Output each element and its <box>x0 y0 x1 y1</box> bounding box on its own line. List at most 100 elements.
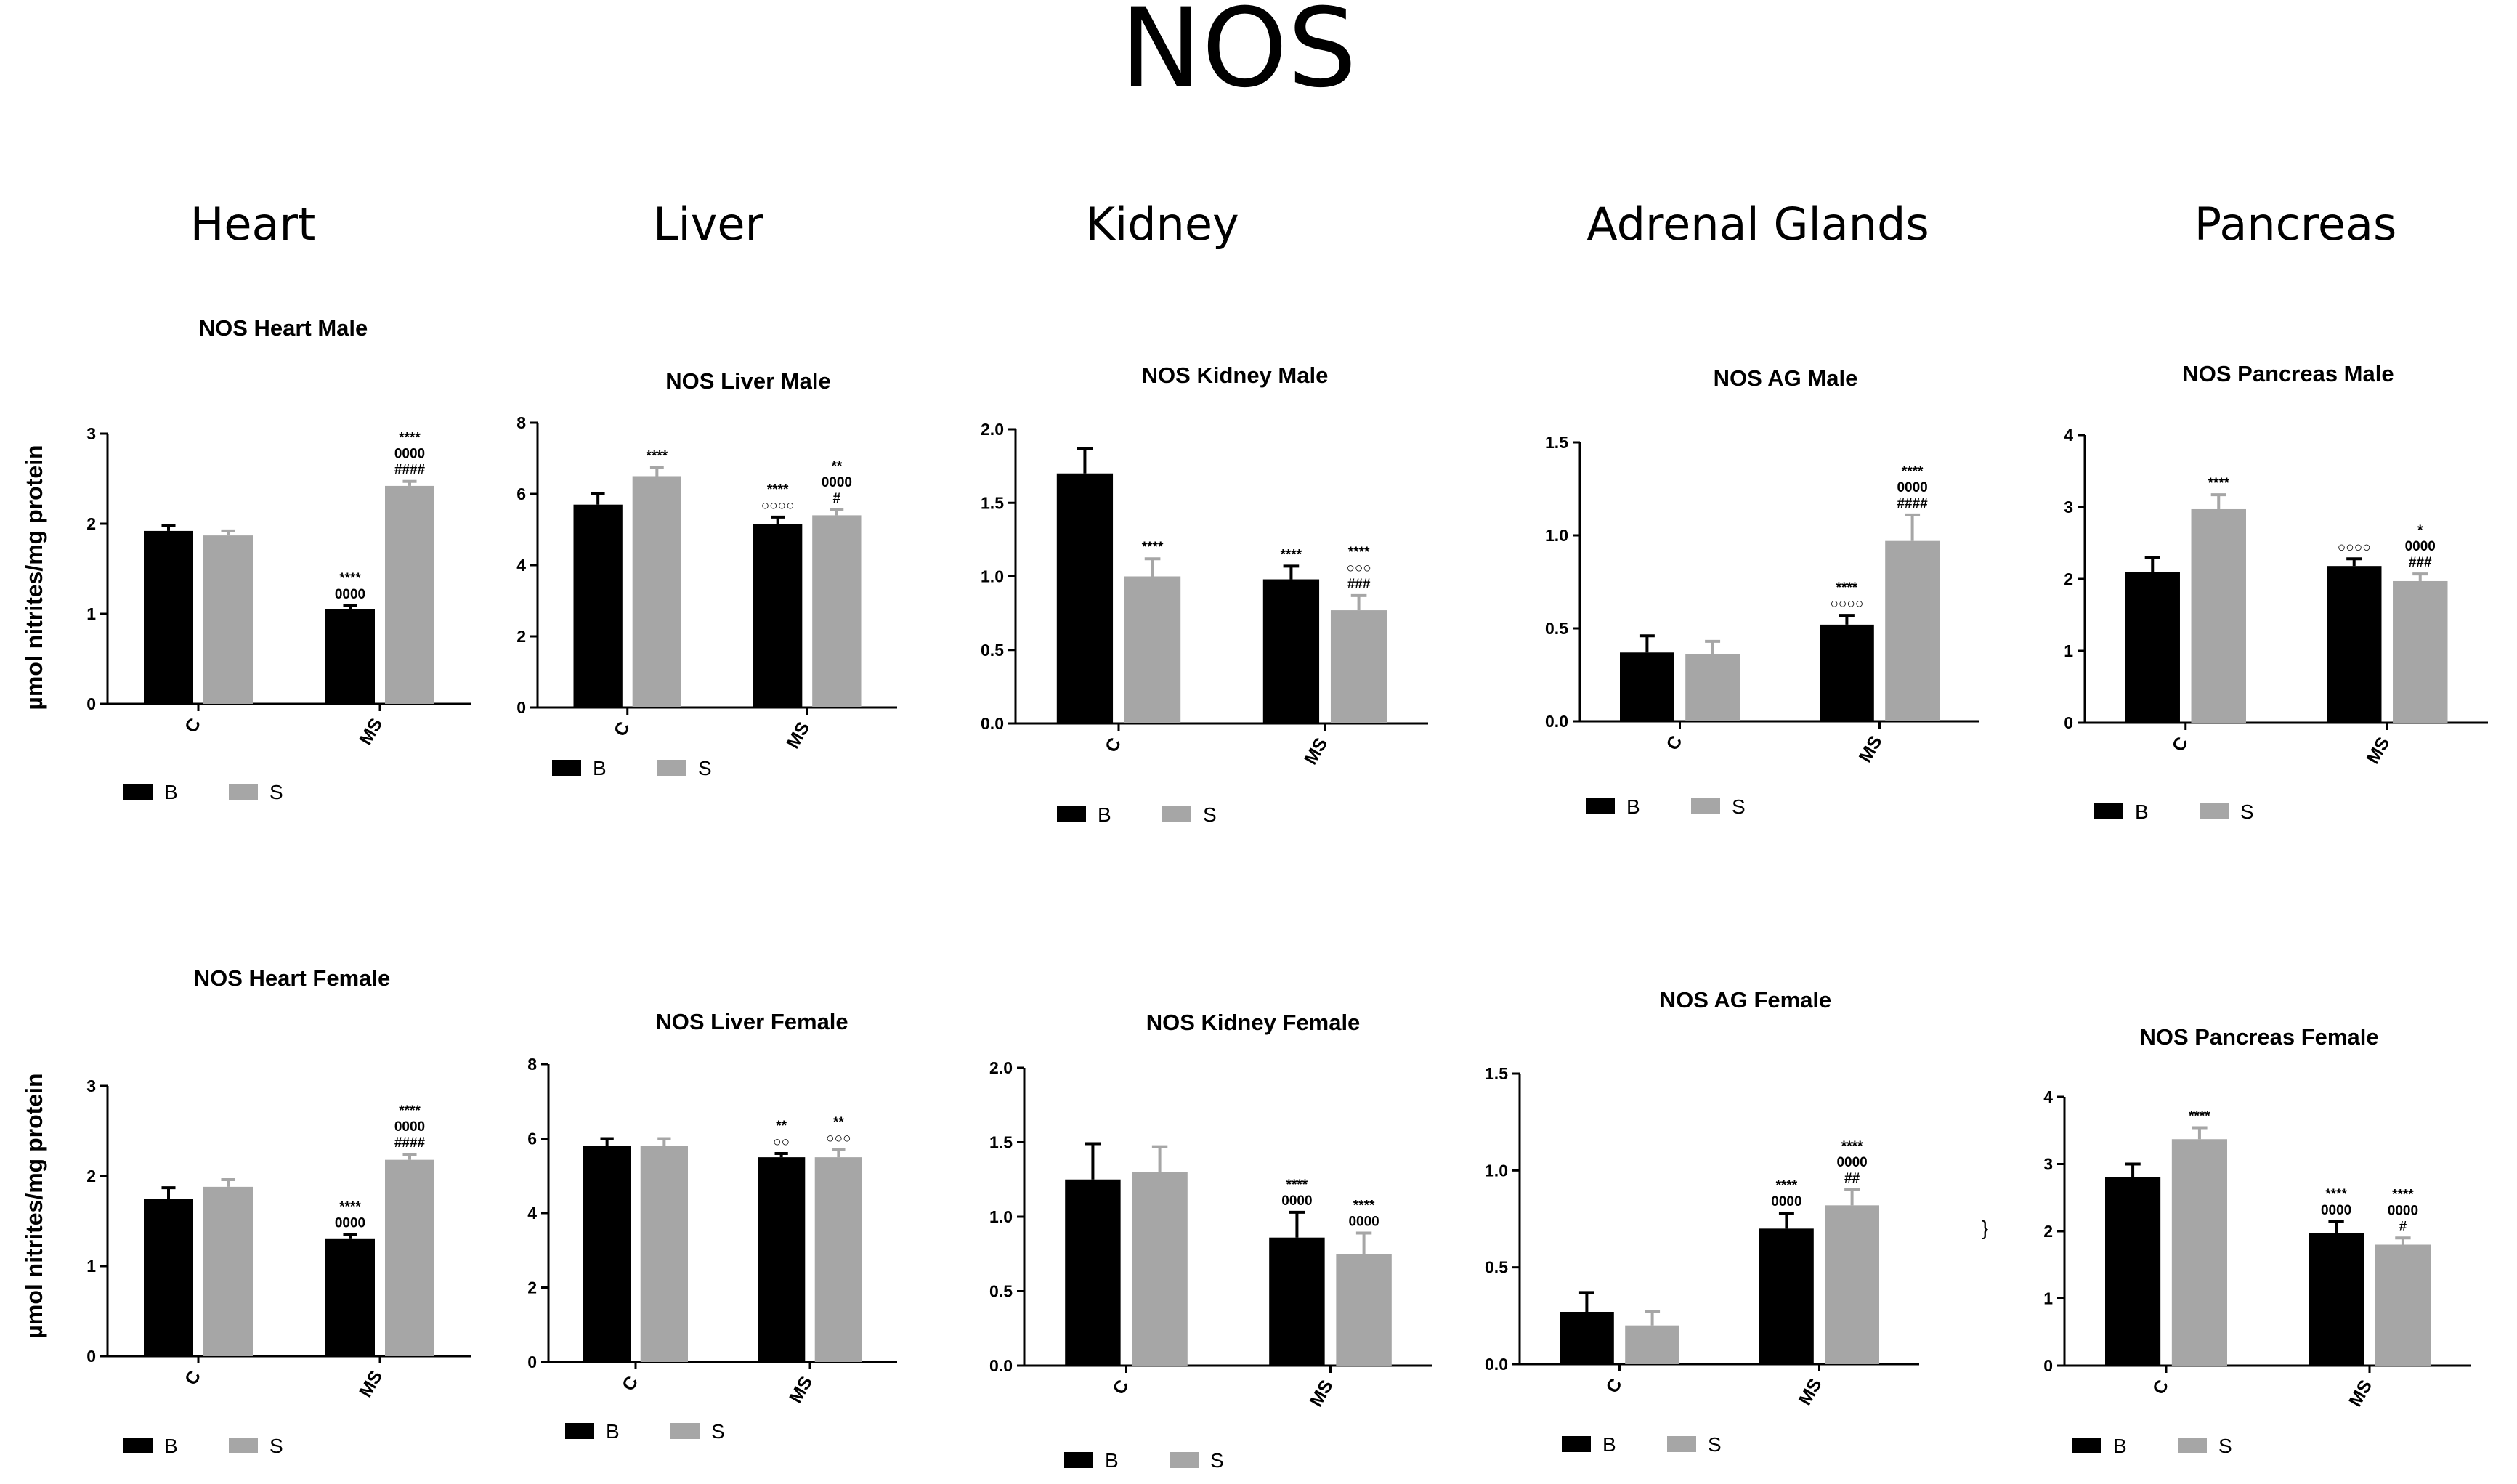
x-tick-label: C <box>2168 734 2192 755</box>
y-tick-label: 0 <box>516 698 526 717</box>
legend-label-S: S <box>1210 1449 1224 1472</box>
organ-heading-adrenal-glands: Adrenal Glands <box>1586 198 1929 251</box>
significance-mark: # <box>2399 1219 2407 1234</box>
bar-B-MS <box>2309 1233 2364 1366</box>
organ-heading-pancreas: Pancreas <box>2194 198 2397 251</box>
y-axis-label-male: µmol nitrites/mg protein <box>21 445 47 710</box>
y-tick-label: 0.0 <box>1545 712 1568 731</box>
significance-mark: **** <box>1348 545 1370 560</box>
y-tick-label: 4 <box>2064 426 2073 445</box>
y-tick-label: 2 <box>527 1278 537 1297</box>
bar-S-MS <box>814 1157 862 1362</box>
legend-label-B: B <box>164 1435 178 1457</box>
legend-swatch-S <box>670 1423 700 1439</box>
bar-S-MS <box>385 485 434 704</box>
significance-mark: 0000 <box>394 1119 425 1135</box>
bar-B-C <box>144 1199 193 1356</box>
y-tick-label: 0.0 <box>981 714 1004 733</box>
significance-mark: **** <box>1142 540 1164 555</box>
chart-title: NOS Kidney Male <box>1142 362 1329 388</box>
legend-label-B: B <box>1602 1433 1616 1456</box>
bar-B-MS <box>325 1238 375 1356</box>
x-tick-label: C <box>610 718 634 740</box>
bar-S-C <box>1124 576 1181 723</box>
significance-mark: **** <box>1836 580 1858 596</box>
chart-title: NOS Kidney Female <box>1146 1010 1361 1035</box>
significance-mark: **** <box>2208 476 2229 491</box>
significance-mark: **** <box>1902 464 1924 479</box>
significance-mark: 0000 <box>335 1216 365 1231</box>
legend-swatch-B <box>2094 803 2123 819</box>
y-tick-label: 2 <box>516 627 526 646</box>
x-tick-label: C <box>181 1367 205 1389</box>
y-tick-label: 1.0 <box>989 1207 1013 1226</box>
y-tick-label: 4 <box>527 1204 537 1223</box>
bar-chart-4: NOS Pancreas Male 0 1 2 3 4 C **** MS ○○○○ *0000##… <box>2064 361 2488 823</box>
x-tick-label: C <box>618 1373 642 1395</box>
x-tick-label: MS <box>1306 1376 1337 1410</box>
y-tick-label: 1 <box>2064 641 2073 660</box>
y-tick-label: 0 <box>2043 1356 2053 1375</box>
significance-mark: #### <box>1897 496 1928 511</box>
bar-B-C <box>1056 473 1114 723</box>
significance-mark: **** <box>339 1200 361 1215</box>
bar-S-C <box>1625 1325 1679 1364</box>
bar-S-MS <box>1336 1254 1392 1366</box>
chart-title: NOS Heart Male <box>199 315 368 341</box>
x-tick-label: C <box>2149 1376 2173 1398</box>
legend-swatch-S <box>657 760 686 776</box>
chart-title: NOS Heart Female <box>194 965 391 991</box>
significance-mark: **** <box>1776 1178 1798 1193</box>
significance-mark: **** <box>1841 1139 1863 1154</box>
y-tick-label: 0.0 <box>989 1356 1013 1375</box>
significance-mark: **** <box>399 1103 421 1119</box>
bar-S-C <box>1685 654 1740 721</box>
y-tick-label: 1.5 <box>1485 1064 1508 1083</box>
significance-mark: 0000 <box>822 475 852 490</box>
bar-B-C <box>2125 572 2180 723</box>
legend-label-B: B <box>2135 800 2149 823</box>
significance-mark: **** <box>399 431 421 446</box>
bar-S-C <box>203 1186 253 1356</box>
legend-swatch-B <box>1057 806 1086 822</box>
bar-S-C <box>203 535 253 704</box>
legend-swatch-S <box>1170 1452 1199 1468</box>
bar-S-MS <box>1330 610 1387 723</box>
y-tick-label: 0 <box>86 1347 96 1366</box>
bar-S-C <box>2191 508 2246 723</box>
legend-swatch-S <box>1691 798 1720 814</box>
significance-mark: **** <box>339 571 361 586</box>
y-tick-label: 8 <box>516 413 526 432</box>
significance-mark: **** <box>2325 1187 2347 1202</box>
chart-title: NOS AG Female <box>1660 987 1832 1013</box>
y-tick-label: 1.0 <box>981 567 1004 586</box>
y-tick-label: 1 <box>2043 1289 2053 1308</box>
significance-mark: **** <box>767 482 789 498</box>
chart-title: NOS Pancreas Male <box>2182 361 2394 386</box>
y-tick-label: 0 <box>527 1353 537 1371</box>
bar-S-MS <box>385 1159 434 1356</box>
bar-B-MS <box>1262 579 1320 723</box>
significance-mark: 0000 <box>1281 1193 1312 1209</box>
significance-mark: ○○○○ <box>2338 540 2371 555</box>
x-tick-label: MS <box>1795 1375 1826 1408</box>
y-tick-label: 1.5 <box>981 493 1004 512</box>
y-tick-label: 3 <box>2064 498 2073 516</box>
legend-label-B: B <box>164 781 178 803</box>
significance-mark: 0000 <box>2405 539 2436 554</box>
bar-B-MS <box>1820 624 1874 721</box>
x-tick-label: C <box>1662 732 1686 754</box>
x-tick-label: MS <box>1300 734 1332 768</box>
y-tick-label: 0.5 <box>989 1282 1013 1301</box>
significance-mark: 0000 <box>2388 1203 2418 1218</box>
x-tick-label: C <box>1101 734 1125 756</box>
y-tick-label: 4 <box>2043 1087 2053 1106</box>
legend-label-S: S <box>2218 1435 2232 1457</box>
y-tick-label: 0 <box>86 694 96 713</box>
bar-B-MS <box>1759 1228 1814 1364</box>
bar-S-MS <box>2393 580 2448 723</box>
